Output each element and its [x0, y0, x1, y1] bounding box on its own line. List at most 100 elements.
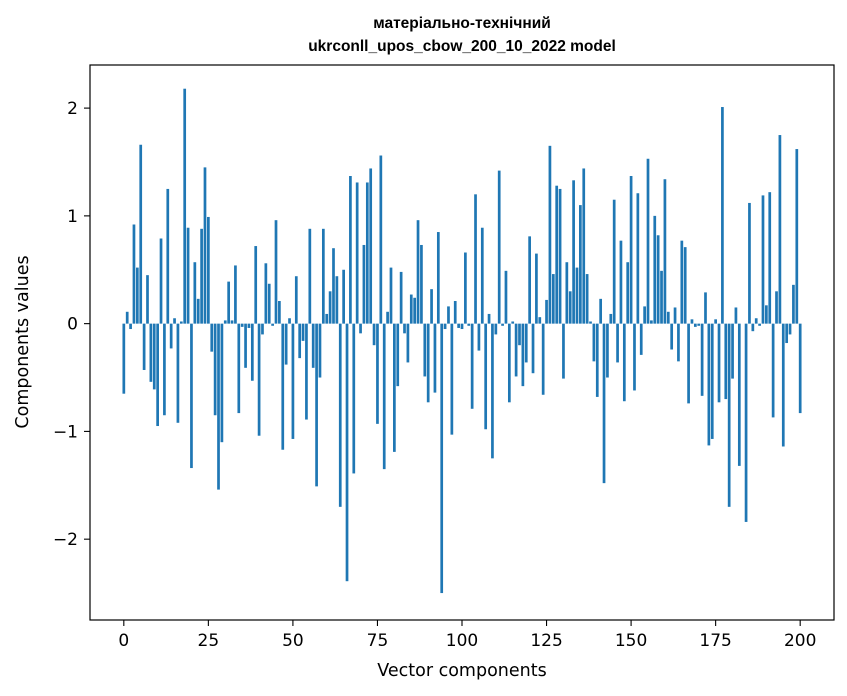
bar-182 [737, 323, 741, 466]
bar-71 [362, 244, 366, 324]
bar-121 [531, 323, 535, 374]
bar-66 [345, 323, 349, 582]
bar-3 [132, 224, 136, 324]
bar-49 [288, 318, 291, 324]
bar-93 [436, 232, 440, 324]
bar-52 [298, 323, 302, 359]
bar-171 [700, 323, 704, 396]
bar-24 [203, 167, 207, 324]
bar-59 [321, 228, 325, 324]
bar-47 [281, 323, 285, 450]
bar-158 [656, 235, 660, 324]
bar-188 [758, 323, 761, 326]
bar-180 [731, 323, 734, 379]
bar-132 [568, 291, 572, 324]
bar-99 [457, 323, 460, 328]
bar-32 [230, 320, 234, 324]
bar-190 [765, 305, 768, 324]
bar-154 [643, 306, 646, 324]
bar-145 [612, 199, 616, 324]
bar-56 [311, 323, 315, 368]
bar-161 [666, 311, 670, 324]
bar-113 [504, 270, 508, 324]
bar-192 [771, 323, 775, 418]
bar-91 [430, 289, 433, 324]
bar-155 [646, 158, 650, 324]
bar-25 [207, 216, 210, 324]
bar-46 [278, 301, 281, 324]
bar-72 [365, 182, 369, 324]
bar-68 [352, 323, 356, 474]
bar-26 [210, 323, 214, 352]
bar-86 [413, 297, 417, 324]
bar-20 [190, 323, 193, 469]
bar-109 [491, 323, 494, 459]
bar-108 [487, 313, 491, 324]
bar-153 [639, 323, 643, 355]
x-tick-label-75: 75 [367, 631, 389, 651]
bar-174 [710, 323, 714, 439]
bar-63 [335, 276, 339, 324]
bar-143 [606, 323, 609, 378]
bar-172 [704, 292, 707, 324]
bar-141 [599, 298, 603, 324]
bar-195 [781, 323, 785, 447]
bar-103 [470, 323, 474, 409]
bar-77 [382, 323, 386, 470]
x-tick-label-100: 100 [446, 631, 478, 651]
y-tick-label-0: −2 [53, 530, 78, 550]
bar-13 [166, 188, 170, 324]
bar-11 [159, 238, 163, 324]
bar-18 [183, 88, 187, 324]
bar-114 [507, 323, 511, 403]
bar-107 [484, 323, 488, 430]
bar-45 [274, 220, 278, 324]
bar-102 [467, 323, 471, 326]
bar-39 [254, 246, 258, 324]
bars-group [122, 88, 802, 594]
bar-82 [399, 271, 403, 324]
bar-127 [551, 274, 555, 324]
bar-176 [717, 323, 721, 403]
x-tick-label-50: 50 [282, 631, 304, 651]
bar-184 [744, 323, 748, 522]
bar-29 [220, 323, 224, 443]
bar-175 [714, 319, 717, 324]
bar-69 [355, 182, 359, 324]
bar-118 [521, 323, 525, 387]
bar-116 [514, 323, 518, 377]
bar-75 [376, 323, 379, 424]
bar-123 [538, 317, 542, 324]
bar-42 [264, 263, 268, 324]
bar-163 [673, 307, 677, 324]
bar-166 [683, 247, 687, 324]
bar-177 [721, 107, 724, 324]
bar-198 [792, 284, 795, 324]
y-tick-label-2: 0 [67, 315, 78, 335]
bar-83 [403, 323, 406, 334]
bar-120 [528, 236, 531, 324]
bar-55 [308, 228, 312, 324]
bar-40 [257, 323, 261, 436]
bar-84 [406, 323, 410, 363]
chart-title-line-1: матеріально-технічний [373, 15, 551, 32]
bar-76 [379, 155, 383, 324]
bar-136 [582, 168, 586, 324]
bar-105 [477, 323, 481, 351]
bar-2 [129, 323, 132, 330]
bar-5 [139, 144, 143, 324]
bar-22 [196, 298, 200, 324]
bar-187 [754, 318, 758, 324]
bar-146 [616, 323, 619, 363]
bar-95 [443, 323, 447, 330]
bar-100 [460, 323, 464, 330]
bar-104 [474, 194, 477, 324]
bar-53 [301, 323, 305, 341]
bar-30 [223, 320, 227, 324]
bar-16 [176, 323, 180, 423]
bar-80 [393, 323, 396, 452]
bar-6 [142, 323, 146, 370]
x-tick-label-150: 150 [615, 631, 647, 651]
bar-10 [156, 323, 159, 427]
